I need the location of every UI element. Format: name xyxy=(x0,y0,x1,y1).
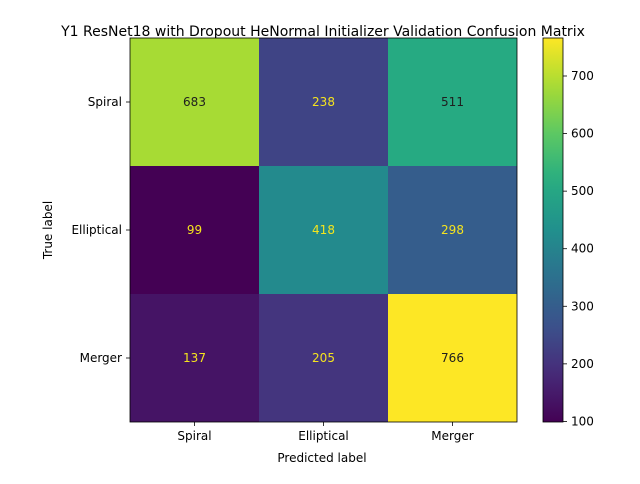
heatmap-cell xyxy=(388,294,517,422)
y-axis-label: True label xyxy=(41,201,55,260)
cell-value-label: 683 xyxy=(183,95,206,109)
cell-value-label: 238 xyxy=(312,95,335,109)
y-axis: Spiral Elliptical Merger xyxy=(71,95,130,365)
colorbar-tick-label: 700 xyxy=(571,69,594,83)
cell-value-label: 298 xyxy=(441,223,464,237)
heatmap-cell xyxy=(259,294,388,422)
y-tick-label: Merger xyxy=(80,351,122,365)
cell-value-label: 511 xyxy=(441,95,464,109)
heatmap-cell xyxy=(130,294,259,422)
x-axis-label: Predicted label xyxy=(277,451,366,465)
x-tick-label: Elliptical xyxy=(298,429,349,443)
heatmap-cell xyxy=(130,38,259,166)
cell-value-label: 99 xyxy=(187,223,202,237)
heatmap-cell xyxy=(130,166,259,294)
heatmap-cell xyxy=(259,166,388,294)
cell-value-label: 205 xyxy=(312,351,335,365)
colorbar-tick-label: 100 xyxy=(571,414,594,428)
heatmap-cell xyxy=(388,166,517,294)
colorbar-tick-label: 400 xyxy=(571,242,594,256)
colorbar-bar xyxy=(542,37,564,423)
cell-value-label: 137 xyxy=(183,351,206,365)
colorbar-tick-label: 600 xyxy=(571,127,594,141)
colorbar-tick-label: 300 xyxy=(571,299,594,313)
y-tick-label: Spiral xyxy=(88,95,122,109)
x-axis: Spiral Elliptical Merger xyxy=(177,422,474,443)
x-tick-label: Spiral xyxy=(177,429,211,443)
chart-title: Y1 ResNet18 with Dropout HeNormal Initia… xyxy=(60,24,585,40)
cell-value-label: 766 xyxy=(441,351,464,365)
colorbar-tick-label: 200 xyxy=(571,357,594,371)
y-tick-label: Elliptical xyxy=(71,223,122,237)
heatmap-cells xyxy=(129,37,518,423)
heatmap-cell xyxy=(388,38,517,166)
colorbar: 100 200 300 400 500 600 700 xyxy=(542,37,594,428)
heatmap-cell xyxy=(259,38,388,166)
x-tick-label: Merger xyxy=(431,429,473,443)
colorbar-tick-label: 500 xyxy=(571,184,594,198)
cell-value-labels: 683 238 511 99 418 298 137 205 766 xyxy=(183,95,464,365)
cell-value-label: 418 xyxy=(312,223,335,237)
